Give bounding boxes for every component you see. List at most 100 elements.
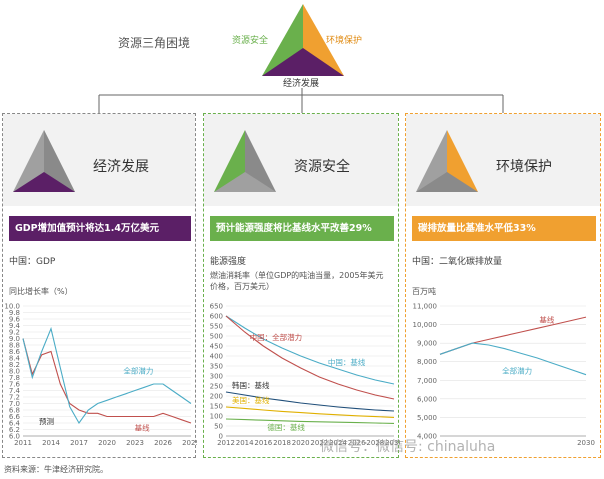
y-tick-label: 7,000 xyxy=(417,377,437,385)
series-line-2 xyxy=(225,391,395,412)
forecast-annotation: 预测 xyxy=(39,416,54,426)
panel-environment-subtitle: 中国：二氧化碳排放量 xyxy=(412,257,503,267)
panel-environment-ylabel: 百万吨 xyxy=(412,287,436,296)
top-triangle-left-label: 资源安全 xyxy=(232,36,269,46)
series-line-4 xyxy=(225,418,395,424)
series-label: 韩国：基线 xyxy=(232,380,270,390)
energy-intensity-chart: 0 50 100 150 200 250 300 350 400 450 500 550 600 650 2… xyxy=(210,303,400,448)
y-tick-label: 8.4 xyxy=(9,355,21,363)
panel-economic-banner: GDP增加值预计将达1.4万亿美元 xyxy=(9,216,191,241)
y-tick-label: 7.8 xyxy=(9,374,20,382)
y-tick-label: 250 xyxy=(210,383,223,391)
y-tick-label: 7.4 xyxy=(9,387,21,395)
y-tick-label: 400 xyxy=(210,353,223,361)
panel-resource-subtitle: 能源强度 xyxy=(210,257,247,267)
series-label: 美国：基线 xyxy=(232,395,270,405)
series-line-3 xyxy=(225,406,395,418)
y-tick-label: 8.0 xyxy=(9,368,20,376)
y-tick-label: 300 xyxy=(210,373,223,381)
panel-economic-subtitle: 中国：GDP xyxy=(9,257,56,267)
series-label: 中国：全部潜力 xyxy=(250,332,303,342)
series-label: 基线 xyxy=(135,423,150,433)
y-tick-label: 8.8 xyxy=(9,342,20,350)
x-tick-label: 2026 xyxy=(348,439,366,447)
y-tick-label: 450 xyxy=(210,343,223,351)
x-tick-label: 2024 xyxy=(329,439,347,447)
series-line-1 xyxy=(439,342,587,376)
y-tick-label: 7.2 xyxy=(9,394,20,402)
panel-economic-ylabel: 同比增长率（%） xyxy=(9,287,73,296)
x-tick-label: 2017 xyxy=(70,439,88,447)
y-tick-label: 8.6 xyxy=(9,348,21,356)
y-tick-label: 11,000 xyxy=(413,303,438,311)
y-tick-label: 7.6 xyxy=(9,381,21,389)
series-label: 全部潜力 xyxy=(502,365,532,375)
x-tick-label: 2016 xyxy=(254,439,272,447)
x-tick-label: 2026 xyxy=(154,439,172,447)
series-line-0 xyxy=(22,338,192,424)
y-tick-label: 200 xyxy=(210,393,223,401)
x-tick-label: 2022 xyxy=(310,439,328,447)
resource-triangle-icon xyxy=(214,130,276,192)
y-tick-label: 50 xyxy=(214,423,223,431)
y-tick-label: 10,000 xyxy=(413,321,438,329)
y-tick-label: 9,000 xyxy=(417,340,437,348)
y-tick-label: 6.8 xyxy=(9,407,20,415)
panel-economic: 经济发展 GDP增加值预计将达1.4万亿美元 中国：GDP 同比增长率（%） 6… xyxy=(2,113,197,458)
x-tick-label: 2020 xyxy=(98,439,116,447)
y-tick-label: 600 xyxy=(210,313,223,321)
source-footer: 资料来源：牛津经济研究院。 xyxy=(4,465,108,474)
y-tick-label: 650 xyxy=(210,303,223,311)
x-tick-label: 2014 xyxy=(42,439,60,447)
y-tick-label: 6,000 xyxy=(417,395,437,403)
economic-triangle-icon xyxy=(13,130,75,192)
y-tick-label: 9.8 xyxy=(9,309,20,317)
x-tick-label: 2023 xyxy=(126,439,144,447)
y-tick-label: 6.6 xyxy=(9,413,21,421)
series-label: 全部潜力 xyxy=(123,365,153,375)
x-tick-label: 2030 xyxy=(385,439,400,447)
x-tick-label: 2028 xyxy=(366,439,384,447)
x-tick-label: 2014 xyxy=(236,439,254,447)
top-triangle-bottom-label: 经济发展 xyxy=(283,79,320,89)
gdp-growth-chart: 6.06.26.46.66.87.07.27.47.67.88.08.28.48… xyxy=(4,303,197,448)
environment-triangle-icon xyxy=(416,130,478,192)
co2-emissions-chart: 4,000 5,000 6,000 7,000 8,000 9,000 10,000 11,0… xyxy=(413,303,595,448)
series-line-1 xyxy=(225,315,395,400)
series-line-1 xyxy=(22,326,192,425)
panel-environment-banner: 碳排放量比基准水平低33% xyxy=(412,216,596,241)
y-tick-label: 6.2 xyxy=(9,426,20,434)
x-tick-label: 2030 xyxy=(577,439,595,447)
panel-economic-title: 经济发展 xyxy=(93,159,149,175)
y-tick-label: 9.4 xyxy=(9,322,21,330)
wechat-watermark: 微信号：微信号: chinaluha xyxy=(320,439,496,455)
connector-lines xyxy=(98,88,504,113)
series-line-0 xyxy=(225,315,395,385)
panel-environment: 环境保护 碳排放量比基准水平低33% 中国：二氧化碳排放量 百万吨 4,000 5… xyxy=(405,113,601,458)
y-tick-label: 4,000 xyxy=(417,433,437,441)
y-tick-label: 350 xyxy=(210,363,223,371)
y-tick-label: 0 xyxy=(219,433,223,441)
series-line-0 xyxy=(439,316,587,355)
y-tick-label: 6.0 xyxy=(9,433,20,441)
y-tick-label: 9.2 xyxy=(9,329,20,337)
y-tick-label: 6.4 xyxy=(9,420,21,428)
top-triangle-right-label: 环境保护 xyxy=(326,36,363,46)
y-tick-label: 550 xyxy=(210,323,223,331)
panel-resource: 资源安全 预计能源强度将比基线水平改善29% 能源强度 燃油消耗率（单位GDP的… xyxy=(203,113,400,458)
diagram-title: 资源三角困境 xyxy=(118,36,191,50)
y-tick-label: 7.0 xyxy=(9,400,20,408)
panel-resource-banner: 预计能源强度将比基线水平改善29% xyxy=(210,216,394,241)
y-tick-label: 8,000 xyxy=(417,358,437,366)
x-tick-label: 2012 xyxy=(217,439,235,447)
x-tick-label: 2018 xyxy=(273,439,291,447)
panel-resource-title: 资源安全 xyxy=(294,159,350,175)
y-tick-label: 9.6 xyxy=(9,316,21,324)
top-resource-triangle xyxy=(262,4,344,76)
series-label: 基线 xyxy=(539,314,554,324)
y-tick-label: 5,000 xyxy=(417,414,437,422)
panel-environment-title: 环境保护 xyxy=(496,159,552,175)
series-label: 德国：基线 xyxy=(267,422,305,432)
x-tick-label: 2029 xyxy=(182,439,197,447)
panel-resource-ylabel: 燃油消耗率（单位GDP的吨油当量，2005年美元价格，百万美元） xyxy=(210,271,384,291)
